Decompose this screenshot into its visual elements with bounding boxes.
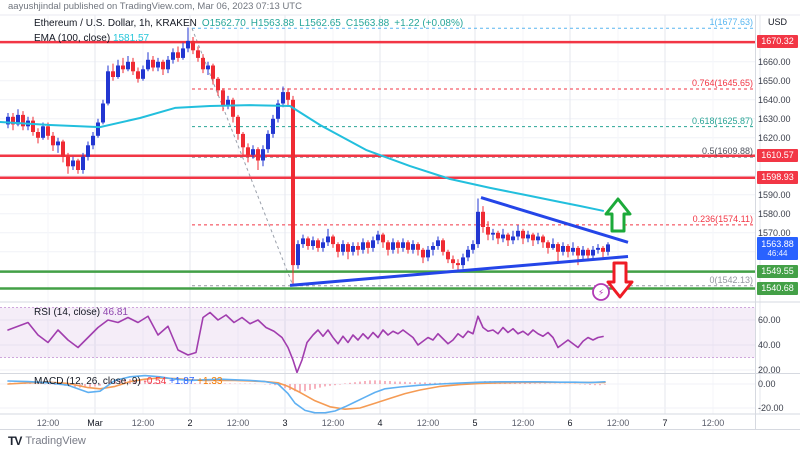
- price-axis-label: 1630.00: [758, 113, 791, 124]
- price-axis-label: 1590.00: [758, 189, 791, 200]
- macd-signal-line: [7, 377, 606, 410]
- fib-diagonal-line[interactable]: [191, 28, 294, 286]
- ema-legend[interactable]: EMA (100, close) 1581.57: [34, 33, 149, 44]
- ohlc-open: O1562.70: [201, 18, 246, 29]
- rsi-label: RSI (14, close): [34, 307, 101, 318]
- macd-signal-value: +1.33: [197, 376, 223, 387]
- macd-axis-label: 0.00: [758, 379, 776, 389]
- price-axis-panel[interactable]: [756, 15, 800, 429]
- last-price-badge: 1563.88 46:44: [757, 237, 798, 261]
- time-axis-label: 12:00: [321, 418, 345, 428]
- descending-trendline[interactable]: [480, 196, 629, 244]
- currency-label: USD: [767, 17, 787, 27]
- price-level-badge: 1540.68: [757, 281, 798, 295]
- time-axis-label: 3: [282, 418, 288, 428]
- publish-watermark: aayushjindal published on TradingView.co…: [8, 1, 302, 12]
- tradingview-logo-text: TradingView: [25, 435, 86, 447]
- symbol-legend[interactable]: Ethereum / U.S. Dollar, 1h, KRAKEN O1562.…: [34, 18, 463, 29]
- time-axis-label: 12:00: [511, 418, 535, 428]
- price-axis-label: 1580.00: [758, 208, 791, 219]
- fib-level-label: 0.236(1574.11): [692, 213, 753, 224]
- time-axis-label: Mar: [87, 418, 103, 428]
- macd-axis-label: -20.00: [758, 403, 784, 413]
- price-level-badge: 1670.32: [757, 35, 798, 49]
- time-axis-panel[interactable]: [0, 414, 756, 430]
- time-axis-label: 12:00: [416, 418, 440, 428]
- price-axis-label: 1650.00: [758, 75, 791, 86]
- rsi-axis-label: 40.00: [758, 340, 781, 350]
- time-axis-label: 12:00: [701, 418, 725, 428]
- fib-level-label: 0.764(1645.65): [691, 78, 753, 88]
- fib-level-label: 1(1677.63): [709, 17, 753, 28]
- time-axis-label: 12:00: [226, 418, 250, 428]
- time-axis-label: 12:00: [131, 418, 155, 428]
- ema-value: 1581.57: [112, 33, 150, 44]
- price-axis-label: 1660.00: [758, 56, 791, 67]
- down-arrow[interactable]: [606, 261, 634, 299]
- price-level-badge: 1598.93: [757, 170, 798, 184]
- rsi-band: [0, 307, 756, 358]
- fib-level-label: 0.618(1625.87): [691, 115, 753, 126]
- up-arrow[interactable]: [604, 197, 632, 233]
- flash-marker-icon[interactable]: [592, 283, 610, 301]
- macd-hist-value: -0.54: [143, 376, 167, 387]
- candles: [6, 27, 610, 286]
- time-axis-label: 12:00: [36, 418, 60, 428]
- ohlc-close: C1563.88: [345, 18, 390, 29]
- ema-label: EMA (100, close): [34, 33, 111, 44]
- fib-level-label: 0.5(1609.88): [701, 146, 753, 156]
- symbol-title: Ethereum / U.S. Dollar, 1h, KRAKEN: [34, 18, 197, 29]
- ascending-trendline[interactable]: [289, 255, 629, 287]
- time-axis-label: 12:00: [606, 418, 630, 428]
- macd-value: +1.87: [169, 376, 195, 387]
- rsi-legend[interactable]: RSI (14, close) 46.81: [34, 307, 128, 318]
- price-axis-label: 1640.00: [758, 94, 791, 105]
- price-axis-label: 1570.00: [758, 227, 791, 238]
- flash-glyph: ⚡: [598, 289, 604, 299]
- macd-line: [7, 374, 606, 414]
- rsi-axis-label: 20.00: [758, 365, 781, 375]
- time-axis-label: 5: [472, 418, 478, 428]
- price-change: +1.22 (+0.08%): [394, 18, 464, 29]
- macd-label: MACD (12, 26, close, 9): [34, 376, 141, 387]
- rsi-axis-label: 60.00: [758, 315, 781, 325]
- price-axis-label: 1620.00: [758, 132, 791, 143]
- bar-countdown: 46:44: [767, 249, 788, 259]
- time-axis-label: 4: [377, 418, 383, 428]
- macd-legend[interactable]: MACD (12, 26, close, 9) -0.54 +1.87 +1.3…: [34, 376, 222, 387]
- price-level-badge: 1549.55: [757, 264, 798, 278]
- rsi-value: 46.81: [102, 307, 128, 318]
- tradingview-logo-icon: TV: [8, 434, 22, 448]
- time-axis-label: 7: [662, 418, 668, 428]
- time-axis-label: 2: [187, 418, 193, 428]
- fib-level-label: 0(1542.13): [709, 274, 753, 285]
- ohlc-high: H1563.88: [250, 18, 295, 29]
- tradingview-logo[interactable]: TV TradingView: [8, 434, 86, 448]
- rsi-line: [7, 311, 604, 374]
- time-axis-label: 6: [567, 418, 573, 428]
- ema-line: [0, 104, 604, 212]
- price-level-badge: 1610.57: [757, 148, 798, 162]
- ohlc-low: L1562.65: [299, 18, 341, 29]
